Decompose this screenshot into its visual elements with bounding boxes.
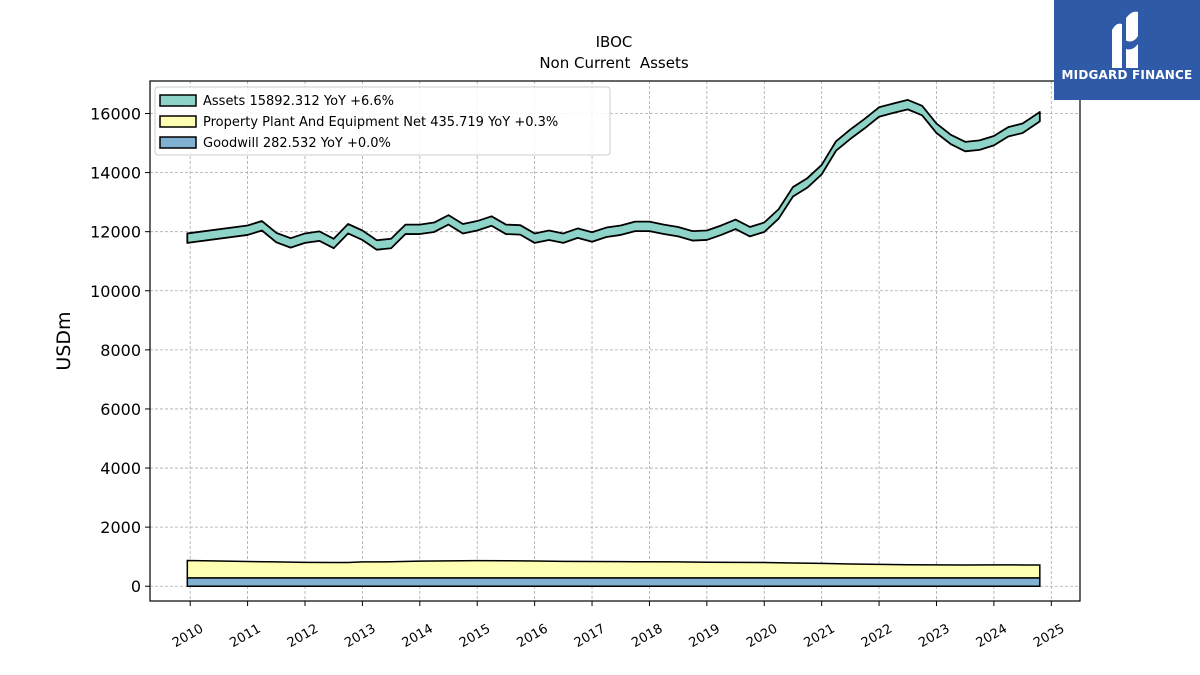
x-axis-ticks: 2010 2011 2012 2013 2014 2015 2016 2017 2018 2019… xyxy=(170,601,1067,651)
grid-lines xyxy=(150,81,1080,601)
logo-mark-icon xyxy=(1112,11,1138,68)
y-tick-label: 16000 xyxy=(90,105,141,124)
x-tick-label: 2017 xyxy=(572,621,608,651)
y-axis-label: USDm xyxy=(53,311,75,370)
x-tick-label: 2012 xyxy=(285,621,321,651)
legend-swatch xyxy=(159,94,197,107)
legend-entry: Assets 15892.312 YoY +6.6% xyxy=(203,94,394,109)
brand-logo: MIDGARD FINANCE xyxy=(1054,0,1200,100)
legend-entry: Goodwill 282.532 YoY +0.0% xyxy=(203,136,391,151)
x-tick-label: 2013 xyxy=(342,621,378,651)
x-tick-label: 2011 xyxy=(227,621,263,651)
x-tick-label: 2024 xyxy=(974,621,1010,651)
y-tick-label: 14000 xyxy=(90,164,141,183)
x-tick-label: 2022 xyxy=(859,621,895,651)
y-tick-label: 6000 xyxy=(100,400,141,419)
logo-text: MIDGARD FINANCE xyxy=(1061,68,1193,82)
x-tick-label: 2023 xyxy=(916,621,952,651)
x-tick-label: 2010 xyxy=(170,621,206,651)
y-tick-label: 2000 xyxy=(100,518,141,537)
x-tick-label: 2020 xyxy=(744,621,780,651)
chart-title: IBOC xyxy=(596,33,633,51)
y-axis-ticks: 0 2000 4000 6000 8000 10000 12000 14000 16000 xyxy=(90,105,150,596)
y-tick-label: 8000 xyxy=(100,341,141,360)
y-tick-label: 0 xyxy=(131,577,141,596)
series-layer xyxy=(186,99,1041,587)
y-tick-label: 12000 xyxy=(90,223,141,242)
x-tick-label: 2019 xyxy=(687,621,723,651)
legend-swatch xyxy=(159,115,197,128)
y-tick-label: 10000 xyxy=(90,282,141,301)
x-tick-label: 2015 xyxy=(457,621,493,651)
legend-entry: Property Plant And Equipment Net 435.719… xyxy=(203,115,558,130)
legend-swatch xyxy=(159,136,197,149)
chart-subtitle: Non Current Assets xyxy=(539,54,689,72)
x-tick-label: 2025 xyxy=(1031,621,1067,651)
x-tick-label: 2016 xyxy=(514,621,550,651)
series-goodwill-area xyxy=(186,577,1041,587)
legend-box xyxy=(154,86,611,156)
series-assets-band xyxy=(186,99,1041,251)
series-ppe-area xyxy=(186,559,1041,579)
y-tick-label: 4000 xyxy=(100,459,141,478)
plot-frame xyxy=(149,80,1081,602)
x-tick-label: 2018 xyxy=(629,621,665,651)
legend: Assets 15892.312 YoY +6.6% Property Plant… xyxy=(154,86,611,156)
x-tick-label: 2021 xyxy=(802,621,838,651)
x-tick-label: 2014 xyxy=(400,621,436,651)
